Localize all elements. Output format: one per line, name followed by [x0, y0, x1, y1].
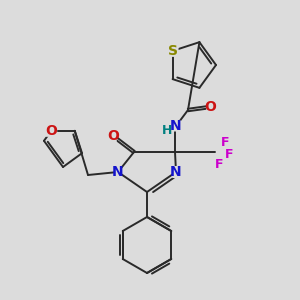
- Text: H: H: [162, 124, 172, 136]
- FancyBboxPatch shape: [224, 148, 234, 160]
- FancyBboxPatch shape: [114, 166, 122, 178]
- FancyBboxPatch shape: [167, 45, 178, 57]
- Text: O: O: [45, 124, 57, 138]
- Text: O: O: [204, 100, 216, 114]
- FancyBboxPatch shape: [214, 158, 224, 169]
- FancyBboxPatch shape: [172, 166, 180, 178]
- FancyBboxPatch shape: [45, 125, 57, 137]
- Text: O: O: [107, 129, 119, 143]
- FancyBboxPatch shape: [220, 136, 230, 148]
- FancyBboxPatch shape: [206, 101, 214, 113]
- Text: F: F: [221, 136, 229, 148]
- Text: N: N: [112, 165, 124, 179]
- FancyBboxPatch shape: [162, 124, 172, 136]
- Text: N: N: [170, 119, 182, 133]
- Text: S: S: [168, 44, 178, 58]
- Text: F: F: [215, 158, 223, 170]
- Text: F: F: [225, 148, 233, 160]
- FancyBboxPatch shape: [109, 130, 117, 142]
- FancyBboxPatch shape: [171, 121, 181, 131]
- Text: N: N: [170, 165, 182, 179]
